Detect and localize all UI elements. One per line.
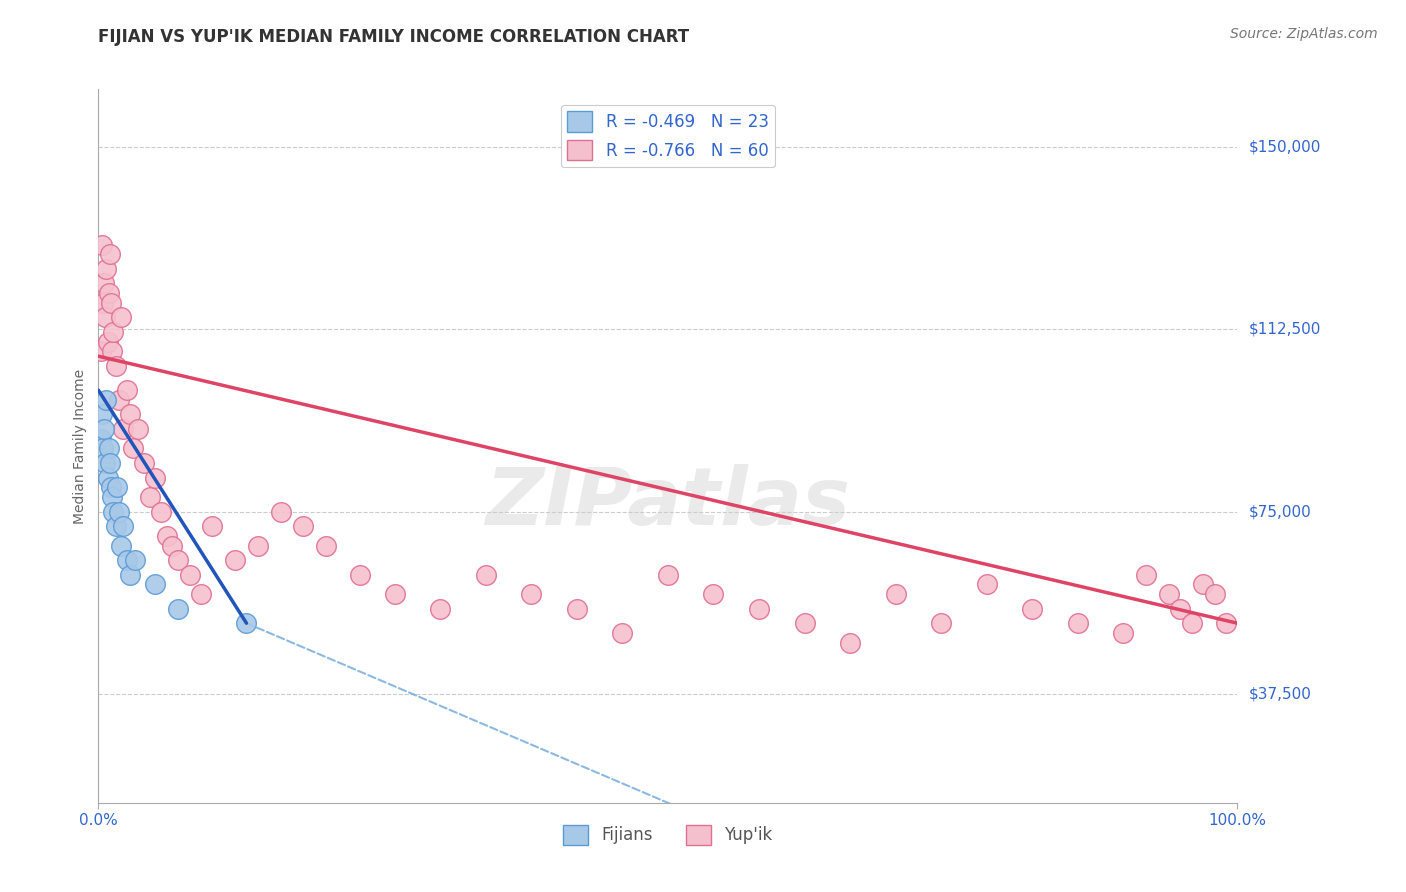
Point (270, 504, 292, 518)
Legend: Fijians, Yup'ik: Fijians, Yup'ik (557, 818, 779, 852)
Point (94, 456, 117, 470)
Point (748, 601, 770, 615)
Point (565, 601, 588, 615)
Point (96, 334, 118, 349)
Point (167, 601, 190, 615)
Point (112, 422, 135, 436)
Point (93, 277, 115, 291)
Point (1021, 601, 1043, 615)
Point (1157, 587, 1180, 601)
Point (90, 408, 112, 422)
Point (112, 519, 135, 533)
Text: Source: ZipAtlas.com: Source: ZipAtlas.com (1230, 27, 1378, 41)
Point (124, 553, 146, 567)
Point (156, 529, 179, 543)
Point (121, 442, 143, 456)
Point (145, 577, 167, 591)
Point (929, 616, 952, 631)
Point (94, 310, 117, 325)
Point (612, 626, 634, 640)
Point (201, 519, 224, 533)
Point (1215, 616, 1237, 631)
Point (108, 392, 131, 407)
Point (1112, 626, 1135, 640)
Point (105, 480, 128, 494)
Point (96, 261, 118, 276)
Text: $75,000: $75,000 (1249, 504, 1312, 519)
Text: FIJIAN VS YUP'IK MEDIAN FAMILY INCOME CORRELATION CHART: FIJIAN VS YUP'IK MEDIAN FAMILY INCOME CO… (98, 29, 689, 46)
Point (104, 519, 127, 533)
Point (93, 422, 115, 436)
Point (101, 344, 124, 359)
Point (162, 539, 184, 553)
Point (793, 616, 815, 631)
Point (108, 504, 131, 518)
Text: $37,500: $37,500 (1249, 686, 1312, 701)
Point (104, 359, 127, 373)
Point (520, 587, 543, 601)
Point (91, 442, 114, 456)
Text: $150,000: $150,000 (1249, 140, 1320, 155)
Point (315, 539, 337, 553)
Point (120, 567, 142, 582)
Point (90, 344, 112, 359)
Point (98, 456, 121, 470)
Point (150, 504, 173, 518)
Point (110, 539, 132, 553)
Point (110, 310, 132, 325)
Point (657, 567, 679, 582)
Point (115, 553, 138, 567)
Text: $112,500: $112,500 (1249, 322, 1320, 337)
Point (1181, 616, 1204, 631)
Point (101, 490, 124, 504)
Point (349, 567, 371, 582)
Point (429, 601, 451, 615)
Point (97, 442, 120, 456)
Point (103, 325, 125, 339)
Point (224, 553, 246, 567)
Point (96, 470, 118, 484)
Point (1135, 567, 1157, 582)
Point (1204, 587, 1226, 601)
Point (96, 392, 118, 407)
Point (976, 577, 998, 591)
Point (145, 470, 167, 484)
Point (97, 286, 120, 301)
Point (90, 237, 112, 252)
Point (100, 480, 122, 494)
Point (474, 567, 496, 582)
Point (384, 587, 406, 601)
Point (1170, 601, 1192, 615)
Point (127, 422, 149, 436)
Point (1067, 616, 1090, 631)
Point (167, 553, 190, 567)
Y-axis label: Median Family Income: Median Family Income (73, 368, 87, 524)
Point (702, 587, 724, 601)
Point (1192, 577, 1215, 591)
Point (120, 408, 142, 422)
Point (190, 587, 212, 601)
Point (90, 432, 112, 446)
Text: ZIPatlas: ZIPatlas (485, 464, 851, 542)
Point (100, 295, 122, 310)
Point (292, 519, 315, 533)
Point (103, 504, 125, 518)
Point (884, 587, 907, 601)
Point (98, 247, 121, 261)
Point (839, 635, 862, 649)
Point (246, 539, 269, 553)
Point (115, 383, 138, 397)
Point (235, 616, 257, 631)
Point (132, 456, 155, 470)
Point (138, 490, 160, 504)
Point (91, 295, 114, 310)
Point (179, 567, 201, 582)
